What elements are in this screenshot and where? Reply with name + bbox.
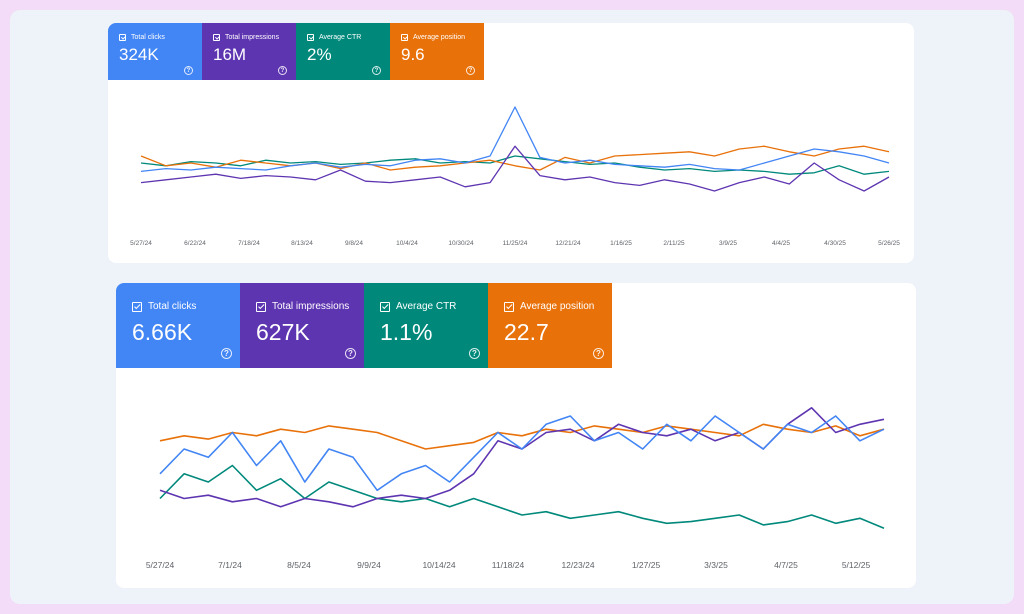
x-tick-label: 7/18/24: [238, 240, 260, 247]
metric-selector: Total clicks 324K ? Total impressions 16…: [108, 23, 484, 80]
performance-report-large-site: Total clicks 324K ? Total impressions 16…: [108, 23, 914, 263]
checkbox-icon[interactable]: [119, 34, 126, 41]
total-impressions-card[interactable]: Total impressions 627K ?: [240, 283, 364, 368]
checkbox-icon[interactable]: [256, 301, 266, 312]
metric-label: Total clicks: [131, 34, 165, 41]
x-tick-label: 1/27/25: [631, 560, 661, 570]
average-position-card[interactable]: Average position 9.6 ?: [390, 23, 484, 80]
metric-value: 6.66K: [132, 319, 193, 345]
checkbox-icon[interactable]: [132, 301, 142, 312]
help-icon[interactable]: ?: [372, 66, 381, 75]
metric-value: 2%: [307, 45, 332, 64]
metric-value: 1.1%: [380, 319, 433, 345]
series-total-clicks: [140, 106, 890, 173]
x-tick-label: 6/22/24: [184, 240, 206, 247]
metric-value: 9.6: [401, 45, 425, 64]
metric-value: 22.7: [504, 319, 549, 345]
checkbox-icon[interactable]: [213, 34, 220, 41]
x-tick-label: 5/27/24: [145, 560, 175, 570]
series-total-clicks: [159, 415, 885, 492]
x-tick-label: 12/23/24: [561, 560, 595, 570]
checkbox-icon[interactable]: [380, 301, 390, 312]
x-tick-label: 4/30/25: [824, 240, 846, 247]
x-tick-label: 10/30/24: [448, 240, 474, 247]
x-tick-label: 10/14/24: [422, 560, 456, 570]
x-tick-label: 5/27/24: [130, 240, 152, 247]
series-total-impressions: [159, 406, 885, 508]
help-icon[interactable]: ?: [593, 348, 604, 359]
performance-line-chart[interactable]: [116, 383, 916, 553]
checkbox-icon[interactable]: [307, 34, 314, 41]
x-tick-label: 12/21/24: [555, 240, 581, 247]
series-average-ctr: [140, 155, 890, 175]
x-tick-label: 8/5/24: [287, 560, 311, 570]
help-icon[interactable]: ?: [466, 66, 475, 75]
x-tick-label: 5/12/25: [841, 560, 871, 570]
help-icon[interactable]: ?: [184, 66, 193, 75]
average-ctr-card[interactable]: Average CTR 1.1% ?: [364, 283, 488, 368]
x-tick-label: 4/4/25: [771, 240, 791, 247]
x-tick-label: 2/11/25: [663, 240, 685, 247]
average-ctr-card[interactable]: Average CTR 2% ?: [296, 23, 390, 80]
metric-label: Total clicks: [148, 301, 197, 312]
total-clicks-card[interactable]: Total clicks 324K ?: [108, 23, 202, 80]
series-average-position: [159, 423, 885, 450]
x-tick-label: 3/9/25: [718, 240, 738, 247]
series-total-impressions: [140, 145, 890, 192]
checkbox-icon[interactable]: [504, 301, 514, 312]
help-icon[interactable]: ?: [278, 66, 287, 75]
x-tick-label: 3/3/25: [704, 560, 728, 570]
metric-value: 16M: [213, 45, 247, 64]
total-clicks-card[interactable]: Total clicks 6.66K ?: [116, 283, 240, 368]
series-average-ctr: [159, 464, 885, 529]
performance-line-chart[interactable]: [108, 93, 914, 238]
x-tick-label: 5/26/25: [878, 240, 900, 247]
metric-selector: Total clicks 6.66K ? Total impressions 6…: [116, 283, 612, 368]
help-icon[interactable]: ?: [469, 348, 480, 359]
x-tick-label: 1/16/25: [610, 240, 632, 247]
metric-label: Total impressions: [272, 301, 350, 312]
x-tick-label: 9/8/24: [344, 240, 364, 247]
x-tick-label: 4/7/25: [774, 560, 798, 570]
metric-label: Average position: [413, 34, 466, 41]
checkbox-icon[interactable]: [401, 34, 408, 41]
x-tick-label: 10/4/24: [396, 240, 418, 247]
x-tick-label: 11/25/24: [502, 240, 528, 247]
help-icon[interactable]: ?: [345, 348, 356, 359]
x-tick-label: 11/18/24: [491, 560, 525, 570]
metric-value: 324K: [119, 45, 159, 64]
metric-label: Total impressions: [225, 34, 280, 41]
x-tick-label: 8/13/24: [291, 240, 313, 247]
series-average-position: [140, 145, 890, 171]
help-icon[interactable]: ?: [221, 348, 232, 359]
total-impressions-card[interactable]: Total impressions 16M ?: [202, 23, 296, 80]
x-tick-label: 9/9/24: [357, 560, 381, 570]
x-tick-label: 7/1/24: [218, 560, 242, 570]
metric-label: Average CTR: [319, 34, 362, 41]
performance-report-small-site: Total clicks 6.66K ? Total impressions 6…: [116, 283, 916, 588]
average-position-card[interactable]: Average position 22.7 ?: [488, 283, 612, 368]
metric-label: Average position: [520, 301, 595, 312]
metric-label: Average CTR: [396, 301, 457, 312]
metric-value: 627K: [256, 319, 310, 345]
